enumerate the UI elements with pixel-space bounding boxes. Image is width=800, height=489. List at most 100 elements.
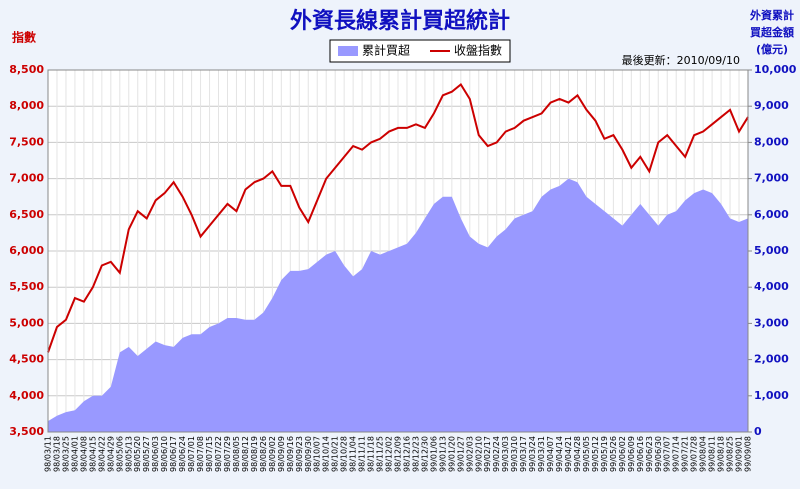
legend-swatch xyxy=(338,46,358,56)
y2-axis-label: 外資累計 xyxy=(749,8,794,22)
x-tick-label: 98/07/01 xyxy=(187,436,196,472)
x-tick-label: 99/01/06 xyxy=(429,436,438,472)
x-tick-label: 99/03/24 xyxy=(528,436,537,472)
y2-tick-label: 10,000 xyxy=(754,63,797,76)
x-tick-label: 98/07/22 xyxy=(214,436,223,472)
x-tick-label: 98/09/30 xyxy=(304,436,313,472)
x-tick-label: 99/02/17 xyxy=(483,436,492,472)
y2-tick-label: 2,000 xyxy=(754,353,789,366)
legend xyxy=(329,39,511,63)
y2-tick-label: 6,000 xyxy=(754,208,789,221)
x-tick-label: 99/06/16 xyxy=(636,436,645,472)
y2-axis-label: (億元) xyxy=(756,42,788,56)
x-tick-label: 98/06/03 xyxy=(151,436,160,472)
index-line xyxy=(47,82,749,353)
x-tick-label: 98/09/16 xyxy=(286,436,295,472)
x-tick-label: 99/06/23 xyxy=(645,436,654,472)
x-tick-label: 98/10/28 xyxy=(340,436,349,472)
x-tick-label: 98/12/30 xyxy=(420,436,429,472)
x-tick-label: 99/04/14 xyxy=(555,436,564,472)
x-tick-label: 98/08/19 xyxy=(250,436,259,472)
y-tick-label: 6,000 xyxy=(9,244,44,257)
y2-tick-label: 7,000 xyxy=(754,172,789,185)
x-tick-label: 99/06/30 xyxy=(654,436,663,472)
x-tick-label: 98/11/11 xyxy=(358,436,367,472)
x-tick-label: 99/07/21 xyxy=(681,436,690,472)
legend-label: 累計買超 xyxy=(362,43,410,58)
y-tick-label: 7,000 xyxy=(9,172,44,185)
y2-tick-label: 0 xyxy=(754,425,762,438)
y2-tick-label: 5,000 xyxy=(754,244,789,257)
x-tick-label: 98/12/09 xyxy=(394,436,403,472)
x-tick-label: 99/08/11 xyxy=(708,436,717,472)
x-tick-label: 98/09/09 xyxy=(277,436,286,472)
plot-border xyxy=(47,69,749,433)
y-axis-label: 指數 xyxy=(12,30,36,45)
x-tick-label: 99/06/02 xyxy=(618,436,627,472)
x-tick-label: 99/03/17 xyxy=(519,436,528,472)
x-tick-label: 98/09/02 xyxy=(268,436,277,472)
x-tick-label: 98/12/16 xyxy=(402,436,411,472)
y2-axis-label: 買超金額 xyxy=(750,25,794,39)
x-tick-label: 99/02/03 xyxy=(465,436,474,472)
x-tick-label: 98/08/26 xyxy=(259,436,268,472)
x-tick-label: 98/07/29 xyxy=(223,436,232,472)
x-tick-label: 98/11/04 xyxy=(349,436,358,472)
y-tick-label: 5,000 xyxy=(9,316,44,329)
y-tick-label: 8,500 xyxy=(9,63,44,76)
x-tick-label: 98/04/15 xyxy=(88,436,97,472)
x-tick-label: 99/08/18 xyxy=(717,436,726,472)
x-tick-label: 99/07/14 xyxy=(672,436,681,472)
x-tick-label: 98/07/08 xyxy=(196,436,205,472)
x-tick-label: 98/03/11 xyxy=(44,436,53,472)
x-tick-label: 99/08/04 xyxy=(699,436,708,472)
x-tick-label: 98/07/15 xyxy=(205,436,214,472)
x-tick-label: 98/12/23 xyxy=(411,436,420,472)
x-tick-label: 99/01/27 xyxy=(456,436,465,472)
cumulative-area xyxy=(48,178,748,432)
x-tick-label: 99/09/01 xyxy=(735,436,744,472)
x-tick-label: 98/10/07 xyxy=(313,436,322,472)
x-tick-label: 99/04/28 xyxy=(573,436,582,472)
x-tick-label: 99/09/08 xyxy=(744,436,753,472)
y-tick-label: 3,500 xyxy=(9,425,44,438)
y-tick-label: 4,000 xyxy=(9,389,44,402)
x-tick-label: 99/03/03 xyxy=(501,436,510,472)
y2-tick-label: 1,000 xyxy=(754,389,789,402)
x-tick-label: 98/05/27 xyxy=(142,436,151,472)
x-tick-label: 98/04/29 xyxy=(106,436,115,472)
x-tick-label: 99/03/10 xyxy=(510,436,519,472)
y-tick-label: 5,500 xyxy=(9,280,44,293)
x-tick-label: 98/05/20 xyxy=(133,436,142,472)
x-tick-label: 98/11/25 xyxy=(376,436,385,472)
legend-label: 收盤指數 xyxy=(454,43,502,58)
x-tick-label: 98/03/18 xyxy=(52,436,61,472)
x-tick-label: 99/01/13 xyxy=(438,436,447,472)
x-tick-label: 98/06/24 xyxy=(178,436,187,472)
x-tick-label: 98/12/02 xyxy=(385,436,394,472)
x-tick-label: 98/06/10 xyxy=(160,436,169,472)
x-tick-label: 98/05/06 xyxy=(115,436,124,472)
update-note: 最後更新：2010/09/10 xyxy=(622,53,740,67)
x-tick-label: 99/03/31 xyxy=(537,436,546,472)
x-tick-label: 99/04/21 xyxy=(564,436,573,472)
x-tick-label: 98/11/18 xyxy=(367,436,376,472)
y2-tick-label: 8,000 xyxy=(754,135,789,148)
x-tick-label: 98/10/14 xyxy=(322,436,331,472)
x-tick-label: 98/03/25 xyxy=(61,436,70,472)
x-tick-label: 99/02/24 xyxy=(492,436,501,472)
x-tick-label: 99/05/12 xyxy=(591,436,600,472)
x-tick-label: 99/02/10 xyxy=(474,436,483,472)
x-tick-label: 98/08/05 xyxy=(232,436,241,472)
x-tick-label: 98/05/13 xyxy=(124,436,133,472)
y-tick-label: 8,000 xyxy=(9,99,44,112)
x-tick-label: 98/04/22 xyxy=(97,436,106,472)
x-tick-label: 98/04/01 xyxy=(70,436,79,472)
x-tick-label: 98/09/23 xyxy=(295,436,304,472)
y2-tick-label: 3,000 xyxy=(754,316,789,329)
y2-tick-label: 9,000 xyxy=(754,99,789,112)
x-tick-label: 99/05/26 xyxy=(609,436,618,472)
x-tick-label: 98/04/08 xyxy=(79,436,88,472)
x-tick-label: 98/06/17 xyxy=(169,436,178,472)
